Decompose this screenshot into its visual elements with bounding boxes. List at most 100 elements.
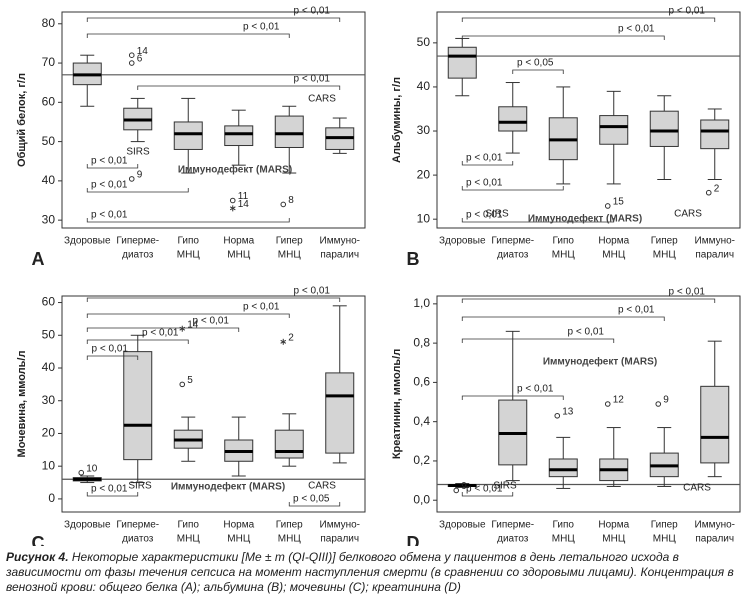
significance-bracket <box>86 355 139 360</box>
y-tick-label: 50 <box>42 134 56 148</box>
outlier <box>128 52 135 59</box>
box <box>173 121 203 150</box>
panel: 30 40 50 60 70 80 Общий белок, г/л A Здоровые Гип… <box>16 6 366 269</box>
phase-annotation: Иммунодефект (MARS) <box>178 164 292 176</box>
x-tick-label: МНЦ <box>602 534 626 545</box>
phase-annotation: CARS <box>674 209 702 220</box>
phase-annotation: SIRS <box>126 147 150 158</box>
outlier-asterisk <box>229 206 236 211</box>
p-value: p < 0,01 <box>91 210 128 221</box>
x-tick-label: паралич <box>695 534 734 545</box>
x-tick-label: Гипо <box>178 236 200 247</box>
plot-frame <box>61 11 366 229</box>
x-tick-label: паралич <box>320 250 359 261</box>
outlier <box>179 381 186 388</box>
outlier-label: 15 <box>613 197 625 208</box>
p-value: p < 0,01 <box>91 484 128 495</box>
p-value: p < 0,01 <box>618 24 655 35</box>
box <box>700 119 730 150</box>
phase-annotation: SIRS <box>493 481 517 492</box>
x-tick-label: диатоз <box>122 534 154 545</box>
x-tick-label: Гиперме- <box>116 236 159 247</box>
x-tick-label: Норма <box>223 236 254 247</box>
y-tick-label: 0,0 <box>413 492 430 506</box>
x-tick-label: Гипо <box>553 236 575 247</box>
p-value: p < 0,01 <box>294 6 331 17</box>
p-value: p < 0,01 <box>193 316 230 327</box>
y-tick-label: 30 <box>42 212 56 226</box>
y-tick-label: 0,6 <box>413 375 430 389</box>
x-tick-label: Норма <box>223 520 254 531</box>
x-tick-label: Иммуно- <box>695 520 735 531</box>
y-axis-label: Креатинин, ммоль/л <box>391 349 403 459</box>
panel: 10 20 30 40 50 Альбумины, г/л B Здоровые Гиперме… <box>391 6 741 269</box>
x-tick-label: МНЦ <box>552 534 576 545</box>
significance-bracket <box>288 502 341 507</box>
x-tick-label: МНЦ <box>278 250 302 261</box>
x-tick-label: Здоровые <box>64 520 111 531</box>
y-tick-label: 0,8 <box>413 335 430 349</box>
p-value: p < 0,01 <box>517 384 554 395</box>
phase-annotation: CARS <box>308 94 336 105</box>
outlier-label: 9 <box>137 170 143 181</box>
significance-bracket <box>86 327 240 332</box>
plot-frame <box>61 295 366 513</box>
significance-bracket <box>461 218 615 223</box>
caption-text: Некоторые характеристики [Me ± m (QI-QII… <box>6 550 734 594</box>
significance-bracket <box>461 17 716 22</box>
x-tick-label: паралич <box>695 250 734 261</box>
outlier-label: 12 <box>613 395 625 406</box>
outlier-label: 14 <box>238 199 250 210</box>
y-axis-label: Мочевина, ммоль/л <box>16 351 28 458</box>
outlier <box>78 469 85 476</box>
x-tick-label: МНЦ <box>602 250 626 261</box>
y-tick-label: 80 <box>42 16 56 30</box>
x-tick-label: МНЦ <box>552 250 576 261</box>
panel: 0,0 0,2 0,4 0,6 0,8 1,0 Креатинин, ммоль/л D Здо… <box>391 287 741 546</box>
p-value: p < 0,01 <box>243 302 280 313</box>
phase-annotation: Иммунодефект (MARS) <box>171 481 285 493</box>
outlier-label: 14 <box>137 46 149 57</box>
x-tick-label: МНЦ <box>653 534 677 545</box>
box <box>224 125 254 147</box>
box <box>548 458 578 478</box>
outlier-label: 2 <box>714 183 720 194</box>
outlier <box>128 176 135 182</box>
p-value: p < 0,01 <box>294 74 331 85</box>
significance-bracket <box>461 395 564 400</box>
x-tick-label: диатоз <box>122 250 154 261</box>
significance-bracket <box>86 313 290 318</box>
x-tick-label: диатоз <box>497 250 529 261</box>
plot-frame <box>436 11 741 229</box>
x-tick-label: Здоровые <box>64 236 111 247</box>
phase-annotation: Иммунодефект (MARS) <box>528 213 642 225</box>
outlier <box>554 412 561 419</box>
significance-bracket <box>461 492 514 497</box>
significance-bracket <box>86 164 139 169</box>
significance-bracket <box>461 186 564 191</box>
y-axis-label: Общий белок, г/л <box>16 73 28 167</box>
phase-annotation: CARS <box>308 481 336 492</box>
p-value: p < 0,01 <box>618 305 655 316</box>
significance-bracket <box>137 85 341 90</box>
x-tick-label: МНЦ <box>653 250 677 261</box>
x-tick-label: МНЦ <box>177 250 201 261</box>
y-axis-label: Альбумины, г/л <box>391 77 403 163</box>
y-tick-label: 10 <box>417 211 431 225</box>
y-tick-label: 30 <box>42 393 56 407</box>
box <box>599 115 629 145</box>
p-value: p < 0,01 <box>243 22 280 33</box>
y-tick-label: 30 <box>417 123 431 137</box>
outlier <box>604 203 611 209</box>
p-value: p < 0,01 <box>92 344 129 355</box>
outlier-label: 10 <box>86 463 98 474</box>
p-value: p < 0,01 <box>669 287 706 298</box>
phase-annotation: Иммунодефект (MARS) <box>543 356 657 368</box>
panel-letter: B <box>407 249 420 269</box>
x-tick-label: Гиперме- <box>491 236 534 247</box>
significance-bracket <box>86 218 290 223</box>
box <box>498 106 528 132</box>
significance-bracket <box>461 298 716 303</box>
y-tick-label: 60 <box>42 94 56 108</box>
